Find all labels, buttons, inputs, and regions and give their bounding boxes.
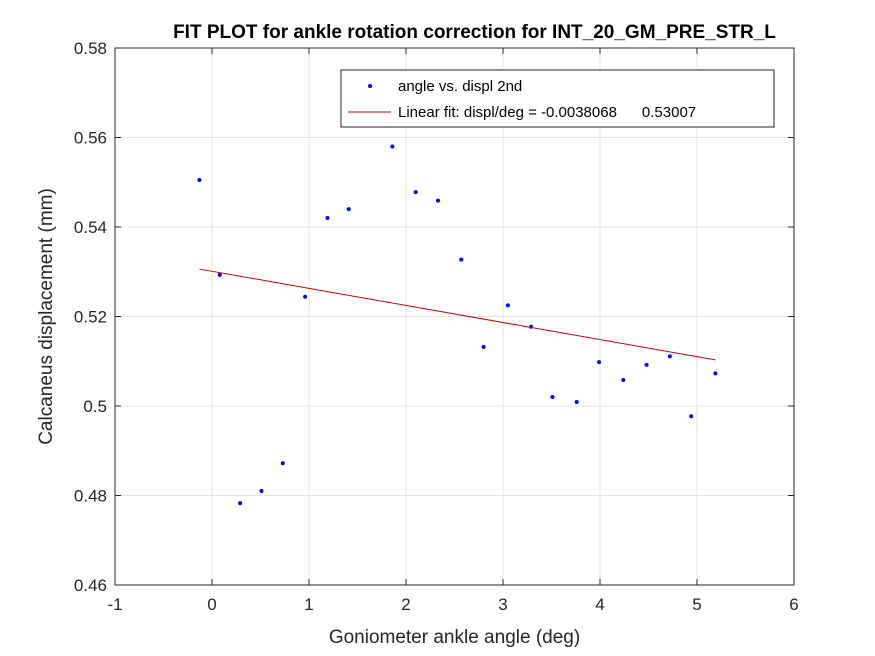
legend-box (340, 69, 775, 128)
data-point (550, 395, 555, 400)
data-point (217, 272, 222, 277)
data-point (303, 294, 308, 299)
data-point (505, 303, 510, 308)
x-tick-label: 4 (595, 595, 604, 614)
data-point (280, 461, 285, 466)
x-tick-label: 1 (304, 595, 313, 614)
x-tick-label: 3 (498, 595, 507, 614)
data-point (713, 371, 718, 376)
data-point (325, 216, 330, 221)
x-tick-label: -1 (107, 595, 122, 614)
legend: angle vs. displ 2nd Linear fit: displ/de… (340, 69, 775, 128)
y-tick-label: 0.56 (74, 129, 107, 148)
fit-line (199, 268, 716, 361)
data-point (689, 414, 694, 419)
legend-entry-scatter: angle vs. displ 2nd (398, 78, 522, 95)
x-axis-label: Goniometer ankle angle (deg) (329, 627, 580, 648)
chart-title: FIT PLOT for ankle rotation correction f… (173, 22, 776, 43)
y-tick-label: 0.58 (74, 39, 107, 58)
data-point (238, 501, 243, 506)
data-point (459, 257, 464, 262)
x-tick-label: 0 (207, 595, 216, 614)
data-point (346, 207, 351, 212)
data-point (644, 362, 649, 367)
legend-entry-fit: Linear fit: displ/deg = -0.0038068 0.530… (398, 104, 696, 121)
data-point (574, 399, 579, 404)
data-point (197, 178, 202, 183)
y-axis-label: Calcaneus displacement (mm) (36, 188, 57, 445)
x-tick-label: 2 (401, 595, 410, 614)
data-point (597, 360, 602, 365)
y-tick-label: 0.52 (74, 308, 107, 327)
axis-ticks: -1 0 1 2 3 4 5 6 0.46 0.48 0.5 0.52 0.54 0.56 0.58 (74, 39, 799, 614)
y-tick-label: 0.5 (83, 397, 107, 416)
data-point (390, 144, 395, 149)
data-point (667, 354, 672, 359)
data-point (259, 489, 264, 494)
y-tick-label: 0.48 (74, 487, 107, 506)
y-tick-label: 0.46 (74, 576, 107, 595)
data-point (481, 344, 486, 349)
y-tick-label: 0.54 (74, 218, 107, 237)
legend-marker-scatter (368, 84, 372, 88)
x-tick-label: 5 (692, 595, 701, 614)
series-layer (197, 144, 718, 506)
data-point (413, 190, 418, 195)
x-tick-label: 6 (789, 595, 798, 614)
data-point (621, 378, 626, 383)
data-point (436, 198, 441, 203)
